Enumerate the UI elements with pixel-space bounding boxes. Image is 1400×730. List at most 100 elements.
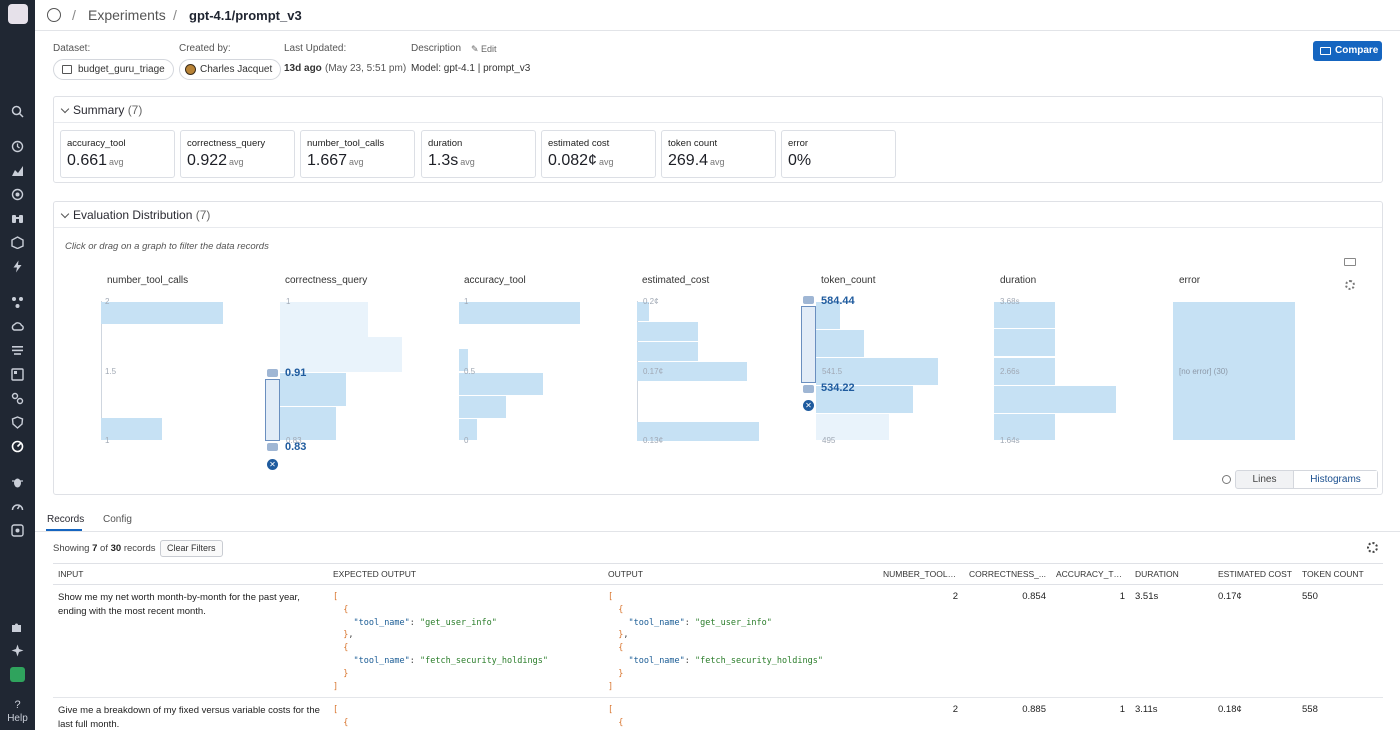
dashboard-icon[interactable] [11, 368, 24, 381]
breadcrumb-experiments[interactable]: Experiments [88, 7, 166, 23]
dataset-chip[interactable]: budget_guru_triage [53, 59, 174, 80]
keyboard-icon[interactable] [1344, 258, 1356, 266]
histogram-bar[interactable] [101, 302, 223, 324]
distribution-header[interactable]: Evaluation Distribution (7) [54, 202, 1382, 228]
evaluation-distribution-panel: Evaluation Distribution (7) Click or dra… [53, 201, 1383, 495]
brush-handle-bottom[interactable] [267, 443, 278, 451]
radar-icon[interactable] [11, 188, 24, 201]
brush-selection[interactable] [265, 379, 280, 441]
graph-icon[interactable] [11, 296, 24, 309]
histogram-bar[interactable] [994, 386, 1116, 413]
bug-icon[interactable] [11, 476, 24, 489]
tick-label: 0.5 [464, 367, 476, 376]
tab-config[interactable]: Config [103, 514, 132, 525]
history-icon[interactable] [11, 140, 24, 153]
view-toggle: Lines Histograms [1235, 470, 1378, 489]
clear-brush-icon[interactable]: ✕ [267, 459, 278, 470]
puzzle-icon[interactable] [11, 620, 24, 633]
tab-records[interactable]: Records [47, 514, 85, 525]
list-icon[interactable] [11, 344, 24, 357]
experiments-icon[interactable] [11, 440, 24, 453]
table-row[interactable]: Show me my net worth month-by-month for … [53, 584, 1383, 699]
creator-chip[interactable]: Charles Jacquet [179, 59, 282, 80]
histogram-bar[interactable] [101, 418, 162, 440]
column-header[interactable]: OUTPUT [603, 563, 878, 585]
chevron-down-icon [60, 209, 70, 219]
lines-option[interactable]: Lines [1252, 474, 1277, 485]
description-label: Description [411, 43, 462, 54]
expected-output-json: [ { "tool_name": "get_user_info" }, { "t… [333, 592, 548, 692]
top-bar: / Experiments / gpt-4.1/prompt_v3 [35, 0, 1400, 31]
cube-icon[interactable] [11, 236, 24, 249]
histogram-bar[interactable] [816, 358, 938, 385]
metric-value: 0.661 avg [67, 152, 124, 169]
histogram-bar[interactable] [280, 302, 368, 337]
bolt-icon[interactable] [11, 260, 24, 273]
histogram-bar[interactable] [637, 322, 698, 341]
brush-handle-top[interactable] [803, 296, 814, 304]
histogram-bar[interactable] [280, 407, 336, 440]
histogram-bar[interactable] [994, 302, 1055, 328]
datadog-logo[interactable] [8, 4, 28, 24]
histogram-bar[interactable] [637, 342, 698, 361]
search-icon[interactable] [11, 105, 24, 118]
histogram-bar[interactable] [637, 302, 649, 321]
histogram-bar[interactable] [459, 373, 543, 395]
brush-selection[interactable] [801, 306, 816, 383]
binoculars-icon[interactable] [11, 212, 24, 225]
histogram-bar[interactable] [459, 302, 580, 324]
column-header[interactable]: CORRECTNESS_... [963, 563, 1051, 585]
help-link[interactable]: ? Help [0, 698, 35, 726]
column-header[interactable]: ESTIMATED COST [1213, 563, 1297, 585]
palette-icon[interactable] [1222, 475, 1231, 484]
histogram-bar[interactable] [816, 302, 840, 329]
histogram-bar[interactable] [816, 386, 913, 413]
table-settings-icon[interactable] [1367, 542, 1378, 553]
histogram-bar[interactable] [280, 337, 402, 372]
table-row[interactable]: Give me a breakdown of my fixed versus v… [53, 697, 1383, 730]
metric-name: estimated cost [548, 138, 610, 149]
edit-label: Edit [481, 44, 497, 54]
clear-brush-icon[interactable]: ✕ [803, 400, 814, 411]
histogram-bar[interactable] [637, 422, 759, 441]
column-header[interactable]: EXPECTED OUTPUT [328, 563, 603, 585]
histogram-bar[interactable] [816, 414, 889, 440]
shield-icon[interactable] [11, 416, 24, 429]
histograms-option[interactable]: Histograms [1293, 471, 1377, 488]
settings-gear-icon[interactable] [1345, 280, 1355, 290]
histogram-bar[interactable] [994, 414, 1055, 440]
histogram-bar[interactable] [459, 349, 468, 371]
page-title: gpt-4.1/prompt_v3 [189, 8, 302, 23]
histogram-bar[interactable] [280, 373, 346, 406]
histogram-bar[interactable] [1173, 302, 1295, 440]
histogram-bar[interactable] [994, 358, 1055, 385]
column-header[interactable]: DURATION [1130, 563, 1213, 585]
metric-card: estimated cost 0.082¢ avg [541, 130, 656, 178]
histogram-bar[interactable] [459, 419, 477, 440]
gauge-icon[interactable] [11, 500, 24, 513]
compare-button[interactable]: Compare [1313, 41, 1382, 61]
histogram-bar[interactable] [994, 329, 1055, 356]
summary-header[interactable]: Summary (7) [54, 97, 1382, 123]
experiments-home-icon[interactable] [47, 8, 61, 22]
histogram-bar[interactable] [816, 330, 864, 357]
cloud-icon[interactable] [11, 320, 24, 333]
column-header[interactable]: INPUT [53, 563, 328, 585]
chart-title: estimated_cost [642, 275, 710, 286]
sparkle-icon[interactable] [11, 644, 24, 657]
column-header[interactable]: TOKEN COUNT [1297, 563, 1383, 585]
upload-icon[interactable] [10, 667, 25, 682]
brush-handle-bottom[interactable] [803, 385, 814, 393]
brush-handle-top[interactable] [267, 369, 278, 377]
column-header[interactable]: NUMBER_TOOL_... [878, 563, 963, 585]
ai-icon[interactable] [11, 524, 24, 537]
histogram-bar[interactable] [459, 396, 506, 418]
chart-icon[interactable] [11, 164, 24, 177]
tick-label: 1 [286, 297, 291, 306]
metric-name: duration [428, 138, 463, 149]
column-header[interactable]: ACCURACY_TOOL [1051, 563, 1130, 585]
histogram-bar[interactable] [637, 362, 747, 381]
link-icon[interactable] [11, 392, 24, 405]
clear-filters-button[interactable]: Clear Filters [160, 540, 223, 557]
edit-description-button[interactable]: ✎ Edit [471, 44, 497, 55]
